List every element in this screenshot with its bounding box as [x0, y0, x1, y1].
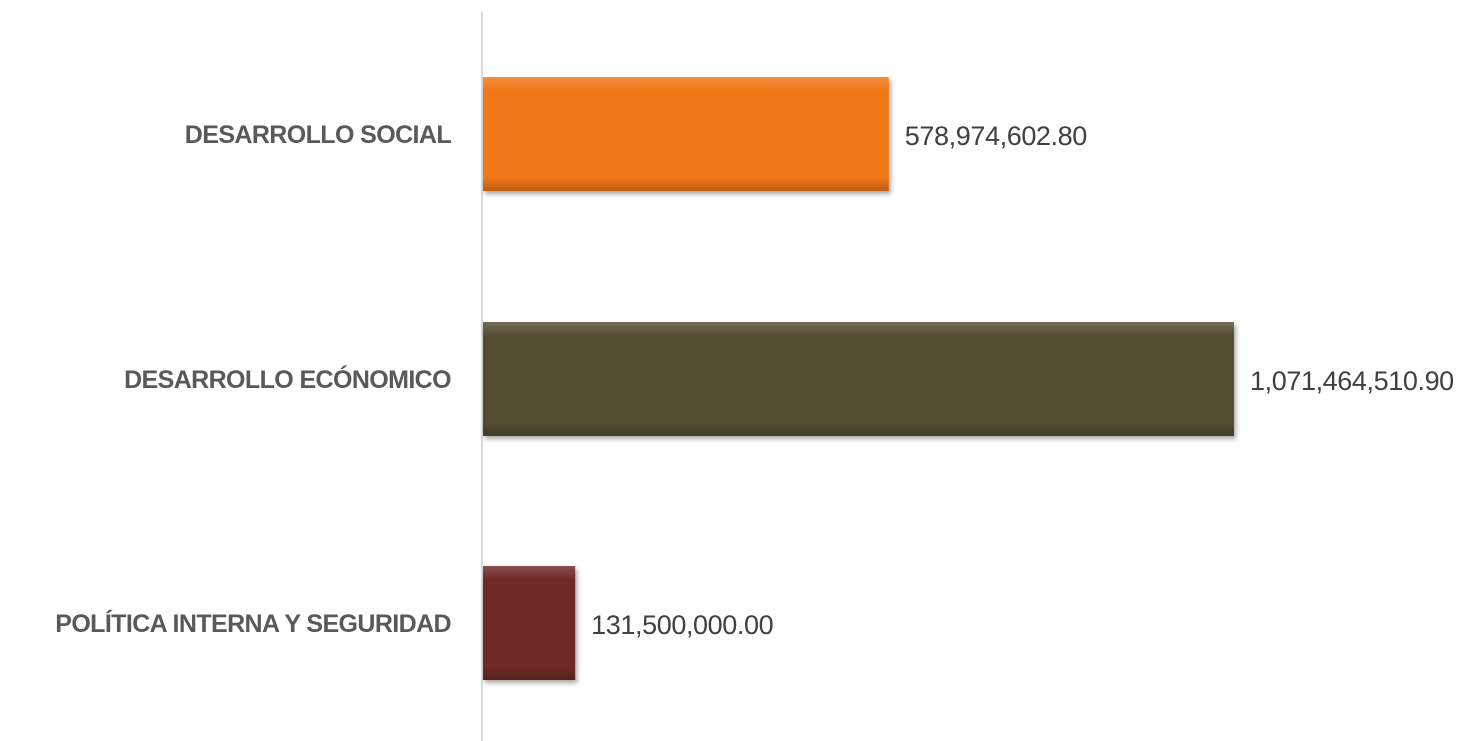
- bar-politica-interna-y-seguridad: [483, 566, 576, 680]
- category-label-desarrollo-social: DESARROLLO SOCIAL: [185, 121, 452, 149]
- bars-group: DESARROLLO SOCIAL 578,974,602.80 DESARROLL…: [55, 77, 1454, 680]
- category-label-desarrollo-economico: DESARROLLO ECÓNOMICO: [124, 364, 451, 394]
- bar-desarrollo-social: [483, 77, 889, 191]
- data-label-desarrollo-economico: 1,071,464,510.90: [1250, 366, 1454, 396]
- category-label-politica-interna-y-seguridad: POLÍTICA INTERNA Y SEGURIDAD: [55, 609, 451, 638]
- data-label-desarrollo-social: 578,974,602.80: [905, 121, 1087, 151]
- data-label-politica-interna-y-seguridad: 131,500,000.00: [591, 610, 773, 640]
- bar-desarrollo-economico: [483, 322, 1234, 436]
